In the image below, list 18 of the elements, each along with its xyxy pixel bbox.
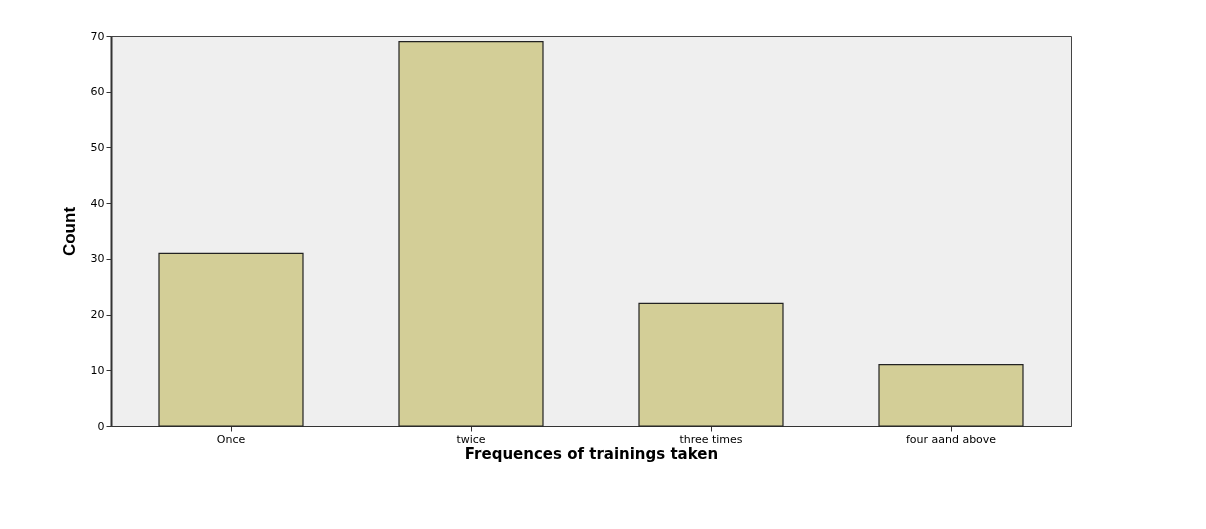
y-tick-label: 60 xyxy=(90,85,105,99)
x-axis-title: Frequences of trainings taken xyxy=(464,444,719,463)
y-tick-label: 0 xyxy=(97,419,105,433)
x-tick-label: twice xyxy=(456,432,486,446)
bar xyxy=(398,40,544,427)
bar xyxy=(638,302,784,427)
y-tick-label: 30 xyxy=(90,252,105,266)
y-tick-label: 40 xyxy=(90,196,105,210)
bar xyxy=(878,364,1024,427)
bar xyxy=(158,252,304,427)
y-axis-title: Count xyxy=(59,206,79,257)
x-tick-label: Once xyxy=(216,432,246,446)
x-tick-label: four aand above xyxy=(905,432,997,446)
y-tick-label: 20 xyxy=(90,308,105,322)
y-tick-label: 10 xyxy=(90,363,105,377)
y-tick-label: 50 xyxy=(90,140,105,154)
x-tick-label: three times xyxy=(679,432,743,446)
y-tick-label: 70 xyxy=(90,29,105,43)
